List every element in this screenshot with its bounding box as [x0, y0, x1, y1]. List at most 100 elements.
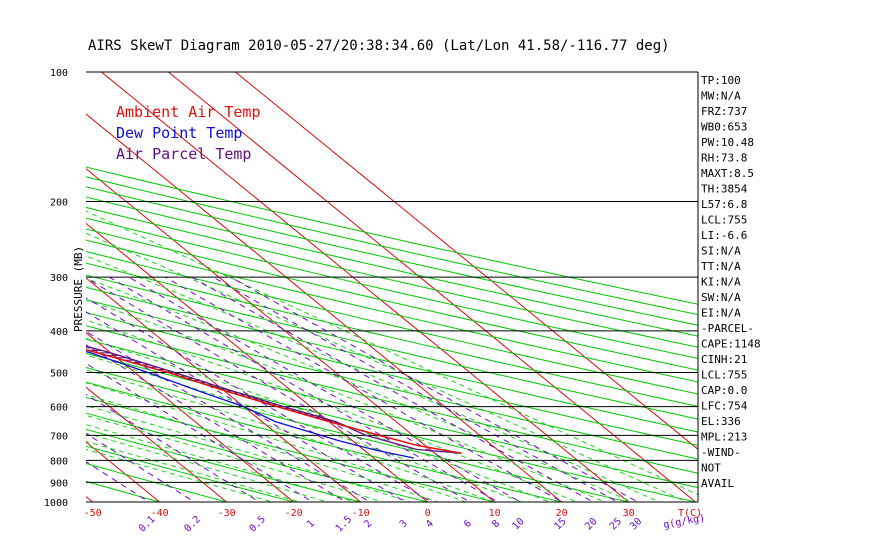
dry-adiabat-line — [86, 381, 564, 502]
dry-adiabat-line — [86, 274, 698, 420]
dry-adiabat-line — [86, 217, 698, 360]
moist-adiabat-line — [86, 299, 606, 502]
stats-line: WB0:653 — [701, 121, 747, 134]
mixing-ratio-line — [86, 277, 471, 502]
legend-entry: Air Parcel Temp — [116, 145, 251, 163]
bottom-temp-tick-label: -20 — [285, 508, 303, 519]
stats-line: RH:73.8 — [701, 152, 747, 165]
isotherm-line — [86, 441, 161, 502]
stats-line: NOT — [701, 462, 721, 475]
stats-line: EI:N/A — [701, 307, 741, 320]
moist-adiabat-line — [86, 210, 698, 496]
stats-line: PW:10.48 — [701, 136, 754, 149]
bottom-temp-tick-label: -40 — [151, 508, 169, 519]
mixing-ratio-tick-label: 8 — [490, 518, 502, 530]
mixing-ratio-line — [86, 330, 372, 502]
stats-line: MPL:213 — [701, 431, 747, 444]
isotherm-line — [0, 52, 37, 511]
dry-adiabat-line — [86, 312, 698, 460]
pressure-tick-label: 800 — [50, 456, 68, 467]
mixing-ratio-unit-label: g(g/kg) — [663, 513, 706, 531]
ambient-temp-profile — [86, 349, 462, 454]
dry-adiabat-line — [86, 196, 698, 337]
parcel-profile — [86, 345, 462, 454]
dry-adiabat-line — [86, 299, 698, 446]
pressure-tick-label: 200 — [50, 197, 68, 208]
dry-adiabat-line — [86, 445, 296, 502]
profiles — [86, 345, 462, 459]
dry-adiabat-line — [86, 166, 698, 305]
mixing-ratio-line — [213, 276, 619, 502]
stats-line: -PARCEL- — [701, 322, 754, 335]
mixing-ratio-tick-label: 10 — [510, 516, 526, 532]
stats-line: TP:100 — [701, 74, 741, 87]
moist-adiabat-line — [86, 448, 275, 502]
stats-line: KI:N/A — [701, 276, 741, 289]
moist-adiabat-line — [86, 405, 412, 502]
stats-line: MAXT:8.5 — [701, 167, 754, 180]
mixing-ratio-line — [86, 344, 347, 502]
bottom-temp-tick-label: 0 — [425, 508, 431, 519]
isotherm-line — [86, 386, 228, 502]
bottom-temp-tick-label: -30 — [218, 508, 236, 519]
bottom-temp-tick-label: 20 — [556, 508, 568, 519]
moist-adiabat-line — [86, 255, 661, 502]
dry-adiabat-line — [86, 396, 497, 502]
stats-line: L57:6.8 — [701, 198, 747, 211]
stats-line: LI:-6.6 — [701, 229, 747, 242]
dry-adiabat-line — [86, 176, 698, 316]
pressure-tick-label: 100 — [50, 68, 68, 79]
isotherm-line — [100, 72, 630, 502]
stats-line: AVAIL — [701, 477, 734, 490]
pressure-tick-label: 700 — [50, 431, 68, 442]
bottom-temp-tick-label: -10 — [352, 508, 370, 519]
stats-line: CAPE:1148 — [701, 338, 761, 351]
mixing-ratio-line — [86, 362, 314, 502]
moist-adiabat-line — [86, 232, 688, 502]
dry-adiabat-line — [86, 325, 698, 474]
mixing-ratio-line — [165, 276, 564, 502]
grid — [0, 52, 698, 511]
mixing-ratio-tick-label: 0.5 — [247, 514, 268, 535]
dew-point-profile — [86, 350, 414, 459]
stats-line: TT:N/A — [701, 260, 741, 273]
isotherm-line — [86, 113, 563, 502]
chart-title: AIRS SkewT Diagram 2010-05-27/20:38:34.6… — [88, 38, 670, 54]
stats-line: FRZ:737 — [701, 105, 747, 118]
mixing-ratio-tick-label: 3 — [398, 518, 410, 530]
moist-adiabat-line — [86, 277, 634, 502]
moist-adiabat-line — [86, 394, 440, 502]
isotherm-line — [86, 222, 429, 502]
stats-line: MW:N/A — [701, 90, 741, 103]
mixing-ratio-line — [230, 276, 640, 502]
bottom-temp-tick-label: -50 — [84, 508, 102, 519]
pressure-tick-label: 900 — [50, 478, 68, 489]
bottom-temp-tick-label: 30 — [623, 508, 635, 519]
dry-adiabat-line — [86, 367, 631, 502]
stats-line: LCL:755 — [701, 369, 747, 382]
stats-line: TH:3854 — [701, 183, 748, 196]
stats-line: LFC:754 — [701, 400, 748, 413]
isotherm-line — [234, 72, 698, 450]
mixing-ratio-line — [86, 432, 196, 502]
bottom-temp-unit-label: T(C) — [678, 508, 702, 519]
plot-frame — [86, 71, 699, 503]
dry-adiabat-line — [86, 286, 698, 433]
stats-line: LCL:755 — [701, 214, 747, 227]
mixing-ratio-tick-label: 4 — [424, 518, 436, 530]
mixing-ratio-line — [109, 276, 500, 502]
mixing-ratio-tick-label: 0.2 — [182, 514, 203, 535]
dry-adiabat-line — [86, 206, 698, 348]
stats-line: CINH:21 — [701, 353, 747, 366]
stats-line: EL:336 — [701, 415, 741, 428]
bottom-temp-tick-label: 10 — [489, 508, 501, 519]
dry-adiabat-line — [86, 186, 698, 326]
moist-adiabat-line — [86, 319, 579, 502]
isotherm-line — [86, 168, 496, 502]
mixing-ratio-tick-label: 2 — [362, 518, 374, 530]
mixing-ratio-line — [86, 297, 433, 502]
mixing-ratio-line — [86, 311, 407, 502]
moist-adiabat-line — [86, 354, 524, 502]
isotherm-line — [86, 332, 295, 502]
